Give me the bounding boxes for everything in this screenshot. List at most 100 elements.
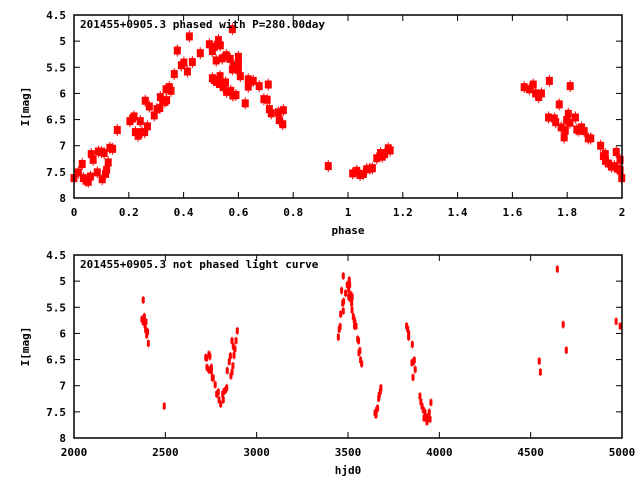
data-point [429,398,433,407]
y-tick-label: 7.5 [46,406,66,419]
y-axis-label: I[mag] [19,87,32,127]
data-point [146,327,150,336]
data-point [350,292,354,301]
x-tick-label: 3500 [335,446,362,459]
x-axis-label: phase [331,224,364,237]
data-point [144,317,148,326]
data-point [338,322,342,331]
data-point [226,52,234,65]
data-point [537,87,545,100]
data-point [163,94,171,107]
data-point [219,400,223,409]
data-point [580,125,588,138]
data-point [145,100,153,113]
data-point [566,116,574,129]
data-point [341,271,345,280]
x-tick-label: 0.2 [119,206,139,219]
data-point [555,265,559,274]
data-point [614,317,618,326]
data-point [368,162,376,175]
y-tick-label: 5.5 [46,301,66,314]
data-point [74,166,82,179]
data-point [207,366,211,375]
data-point [173,44,181,57]
data-point [324,160,332,173]
data-point [537,357,541,366]
data-point [561,320,565,329]
data-point [215,390,219,399]
data-point [217,395,221,404]
y-tick-label: 5 [59,35,66,48]
data-point [421,405,425,414]
data-point [170,68,178,81]
data-point [340,286,344,295]
y-axis-label: I[mag] [19,327,32,367]
data-point [341,306,345,315]
data-point [146,339,150,348]
data-point [93,166,101,179]
data-point [529,78,537,91]
data-point [520,81,528,94]
data-point [353,318,357,327]
x-tick-label: 1.6 [502,206,522,219]
data-point [236,70,244,83]
data-point [413,365,417,374]
data-point [208,352,212,361]
y-tick-label: 7 [59,140,66,153]
data-point [162,402,166,411]
data-point [230,368,234,377]
data-point [566,80,574,93]
x-tick-label: 0.6 [228,206,248,219]
data-point [222,49,230,62]
data-point [143,120,151,133]
y-tick-label: 4.5 [46,9,66,22]
data-point [228,23,236,36]
data-point [249,74,257,87]
data-point [86,170,94,183]
data-point [210,40,218,53]
x-tick-label: 2500 [152,446,179,459]
x-tick-label: 0.4 [174,206,194,219]
data-point [141,94,149,107]
y-tick-label: 7.5 [46,166,66,179]
y-tick-label: 6 [59,87,66,100]
data-point [227,357,231,366]
y-tick-label: 5 [59,275,66,288]
data-point [183,65,191,78]
data-point [213,380,217,389]
data-point [557,121,565,134]
data-point [113,124,121,137]
data-point [422,414,426,423]
data-point [545,74,553,87]
data-point [418,392,422,401]
y-tick-label: 6.5 [46,354,66,367]
data-point [267,107,275,120]
plot-title: 201455+0905.3 not phased light curve [80,258,319,271]
data-point [612,145,620,158]
data-point [231,342,235,351]
data-point [130,110,138,123]
data-point [218,52,226,65]
data-point [279,104,287,117]
data-point [357,336,361,345]
x-tick-label: 3000 [243,446,270,459]
x-tick-label: 2000 [61,446,88,459]
data-point [216,39,224,52]
data-point [410,358,414,367]
data-point [571,111,579,124]
y-tick-label: 5.5 [46,61,66,74]
data-point [230,60,238,73]
data-point [225,366,229,375]
data-point [232,351,236,360]
data-point [348,280,352,289]
data-point [196,47,204,60]
data-point [209,367,213,376]
data-point [216,387,220,396]
x-tick-label: 4000 [426,446,453,459]
x-tick-label: 5000 [609,446,636,459]
data-point [360,359,364,368]
data-point [407,333,411,342]
data-point [221,395,225,404]
data-point [336,333,340,342]
